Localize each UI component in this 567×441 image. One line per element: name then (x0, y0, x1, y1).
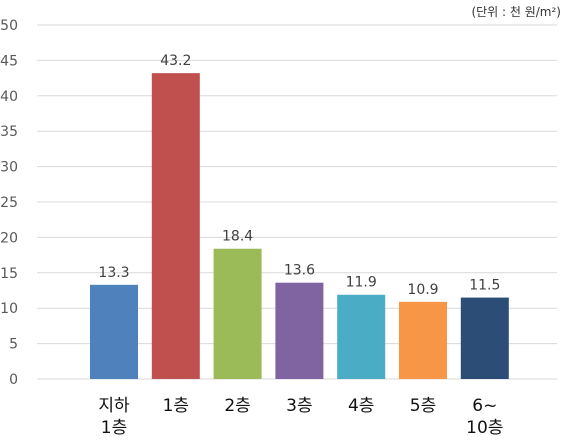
bar (399, 301, 447, 379)
y-tick-label: 30 (0, 160, 18, 176)
data-label: 13.3 (98, 265, 129, 281)
x-category-label: 4층 (348, 396, 374, 416)
bar (460, 297, 509, 379)
y-tick-label: 10 (0, 301, 18, 317)
y-tick-label: 15 (0, 266, 18, 282)
bar (151, 73, 200, 380)
y-tick-label: 35 (0, 124, 18, 140)
x-category-line: 지하 (98, 396, 130, 416)
unit-note: (단위 : 천 원/m²) (471, 5, 561, 19)
data-label: 11.9 (346, 275, 377, 291)
y-axis-ticks: 0 5 10 15 20 25 30 35 40 45 50 (0, 18, 18, 388)
x-category-line: 6~ (472, 396, 497, 416)
y-tick-label: 50 (0, 18, 18, 34)
x-category-label: 2층 (224, 396, 250, 416)
y-tick-label: 20 (0, 230, 18, 246)
y-tick-label: 40 (0, 89, 18, 105)
x-category-line: 5층 (410, 396, 436, 416)
y-tick-label: 45 (0, 53, 18, 69)
data-label: 13.6 (284, 263, 315, 279)
y-tick-label: 5 (9, 337, 18, 353)
x-category-line: 10층 (466, 418, 503, 438)
x-category-line: 2층 (224, 396, 250, 416)
bars (90, 73, 509, 380)
x-category-line: 1층 (101, 418, 127, 438)
y-tick-label: 0 (9, 372, 18, 388)
x-category-label: 지하 1층 (98, 396, 130, 438)
data-labels: 13.3 43.2 18.4 13.6 11.9 10.9 11.5 (98, 53, 500, 298)
x-category-line: 4층 (348, 396, 374, 416)
data-label: 10.9 (407, 282, 438, 298)
bar (213, 248, 262, 379)
x-category-label: 5층 (410, 396, 436, 416)
x-category-label: 1층 (163, 396, 189, 416)
data-label: 18.4 (222, 229, 253, 245)
data-label: 11.5 (469, 278, 500, 294)
x-category-label: 6~ 10층 (466, 396, 503, 438)
bar (90, 284, 138, 379)
data-label: 43.2 (160, 53, 191, 69)
x-category-line: 1층 (163, 396, 189, 416)
x-category-line: 3층 (286, 396, 312, 416)
x-category-label: 3층 (286, 396, 312, 416)
bar (337, 294, 386, 379)
bar (275, 282, 324, 379)
y-tick-label: 25 (0, 195, 18, 211)
